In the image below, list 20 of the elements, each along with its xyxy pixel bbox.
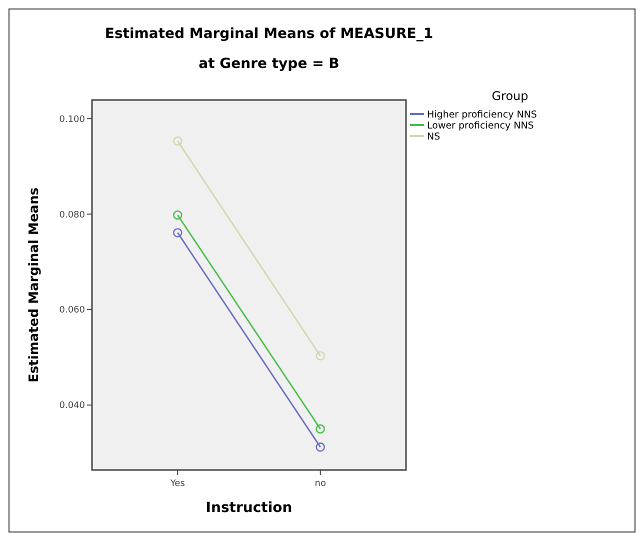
x-axis-title: Instruction: [206, 500, 292, 516]
chart-subtitle: at Genre type = B: [198, 56, 340, 72]
point: [316, 351, 326, 361]
y-tick-label: 0.100: [59, 114, 86, 125]
y-tick-label: 0.040: [59, 401, 86, 412]
legend-title: Group: [492, 89, 528, 103]
legend-label: NS: [427, 131, 440, 142]
x-tick-label: Yes: [169, 479, 186, 489]
point: [172, 228, 182, 238]
legend-label: Higher proficiency NNS: [427, 109, 537, 120]
x-tick-label: no: [314, 479, 326, 489]
point: [172, 136, 182, 146]
y-tick-label: 0.080: [59, 210, 86, 220]
y-tick-label: 0.060: [59, 306, 86, 316]
point: [316, 442, 326, 452]
point: [316, 424, 326, 434]
y-axis-title: Estimated Marginal Means: [27, 187, 42, 382]
legend-label: Lower proficiency NNS: [427, 120, 534, 132]
chart-title: Estimated Marginal Means of MEASURE_1: [104, 26, 434, 42]
point: [172, 210, 182, 220]
